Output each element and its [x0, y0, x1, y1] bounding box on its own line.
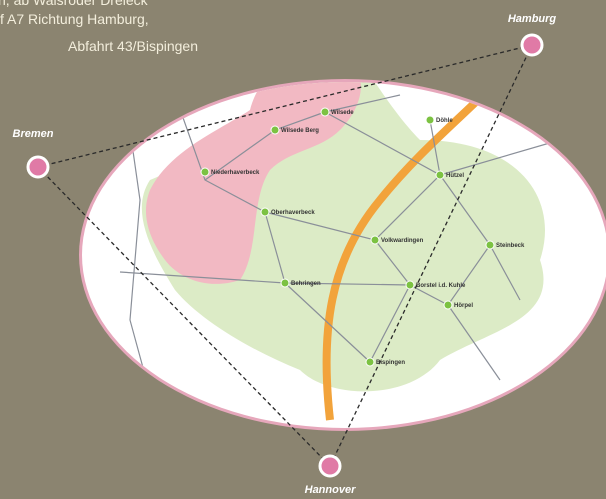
place-dot [321, 108, 329, 116]
city-marker [320, 456, 340, 476]
place-label: Steinbeck [496, 243, 525, 249]
place-label: Borstel i.d. Kuhle [416, 283, 466, 289]
place-dot [444, 301, 452, 309]
intro-line: Abfahrt 43/Bispingen [68, 38, 198, 54]
place-dot [366, 358, 374, 366]
intro-line: n, ab Walsroder Dreieck [0, 0, 149, 8]
place-label: Wilsede Berg [281, 128, 319, 134]
place-dot [371, 236, 379, 244]
intro-line: f A7 Richtung Hamburg, [0, 11, 149, 27]
place-dot [436, 171, 444, 179]
place-label: Wilsede [331, 110, 354, 116]
place-dot [406, 281, 414, 289]
place-label: Volkwardingen [381, 238, 424, 244]
place-dot [201, 168, 209, 176]
place-label: Behringen [291, 281, 321, 287]
city-marker [522, 35, 542, 55]
place-label: Bispingen [376, 360, 405, 366]
map-graphic: Hamburg Bremen Hannover n, ab Walsroder Dr… [0, 0, 606, 499]
city-label: Hamburg [508, 13, 557, 25]
city-label: Hannover [305, 484, 356, 496]
place-label: Döhle [436, 118, 453, 124]
city-label: Bremen [13, 128, 54, 140]
place-dot [486, 241, 494, 249]
place-label: Hützel [446, 173, 464, 179]
place-dot [261, 208, 269, 216]
place-dot [426, 116, 434, 124]
place-dot [271, 126, 279, 134]
place-label: Oberhaverbeck [271, 210, 315, 216]
city-marker [28, 157, 48, 177]
place-label: Hörpel [454, 303, 473, 309]
place-label: Niederhaverbeck [211, 170, 260, 176]
place-dot [281, 279, 289, 287]
page: {"intro": {"lines": ["n, ab Walsroder Dr… [0, 0, 606, 499]
